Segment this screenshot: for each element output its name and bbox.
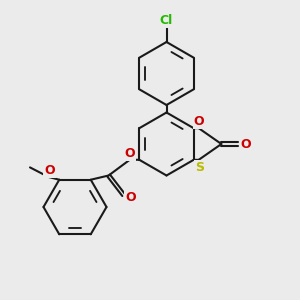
Text: S: S	[195, 161, 204, 174]
Text: O: O	[125, 191, 136, 204]
Text: Cl: Cl	[160, 14, 173, 27]
Text: O: O	[44, 164, 55, 177]
Text: O: O	[194, 115, 204, 128]
Text: O: O	[124, 147, 135, 161]
Text: O: O	[240, 137, 251, 151]
